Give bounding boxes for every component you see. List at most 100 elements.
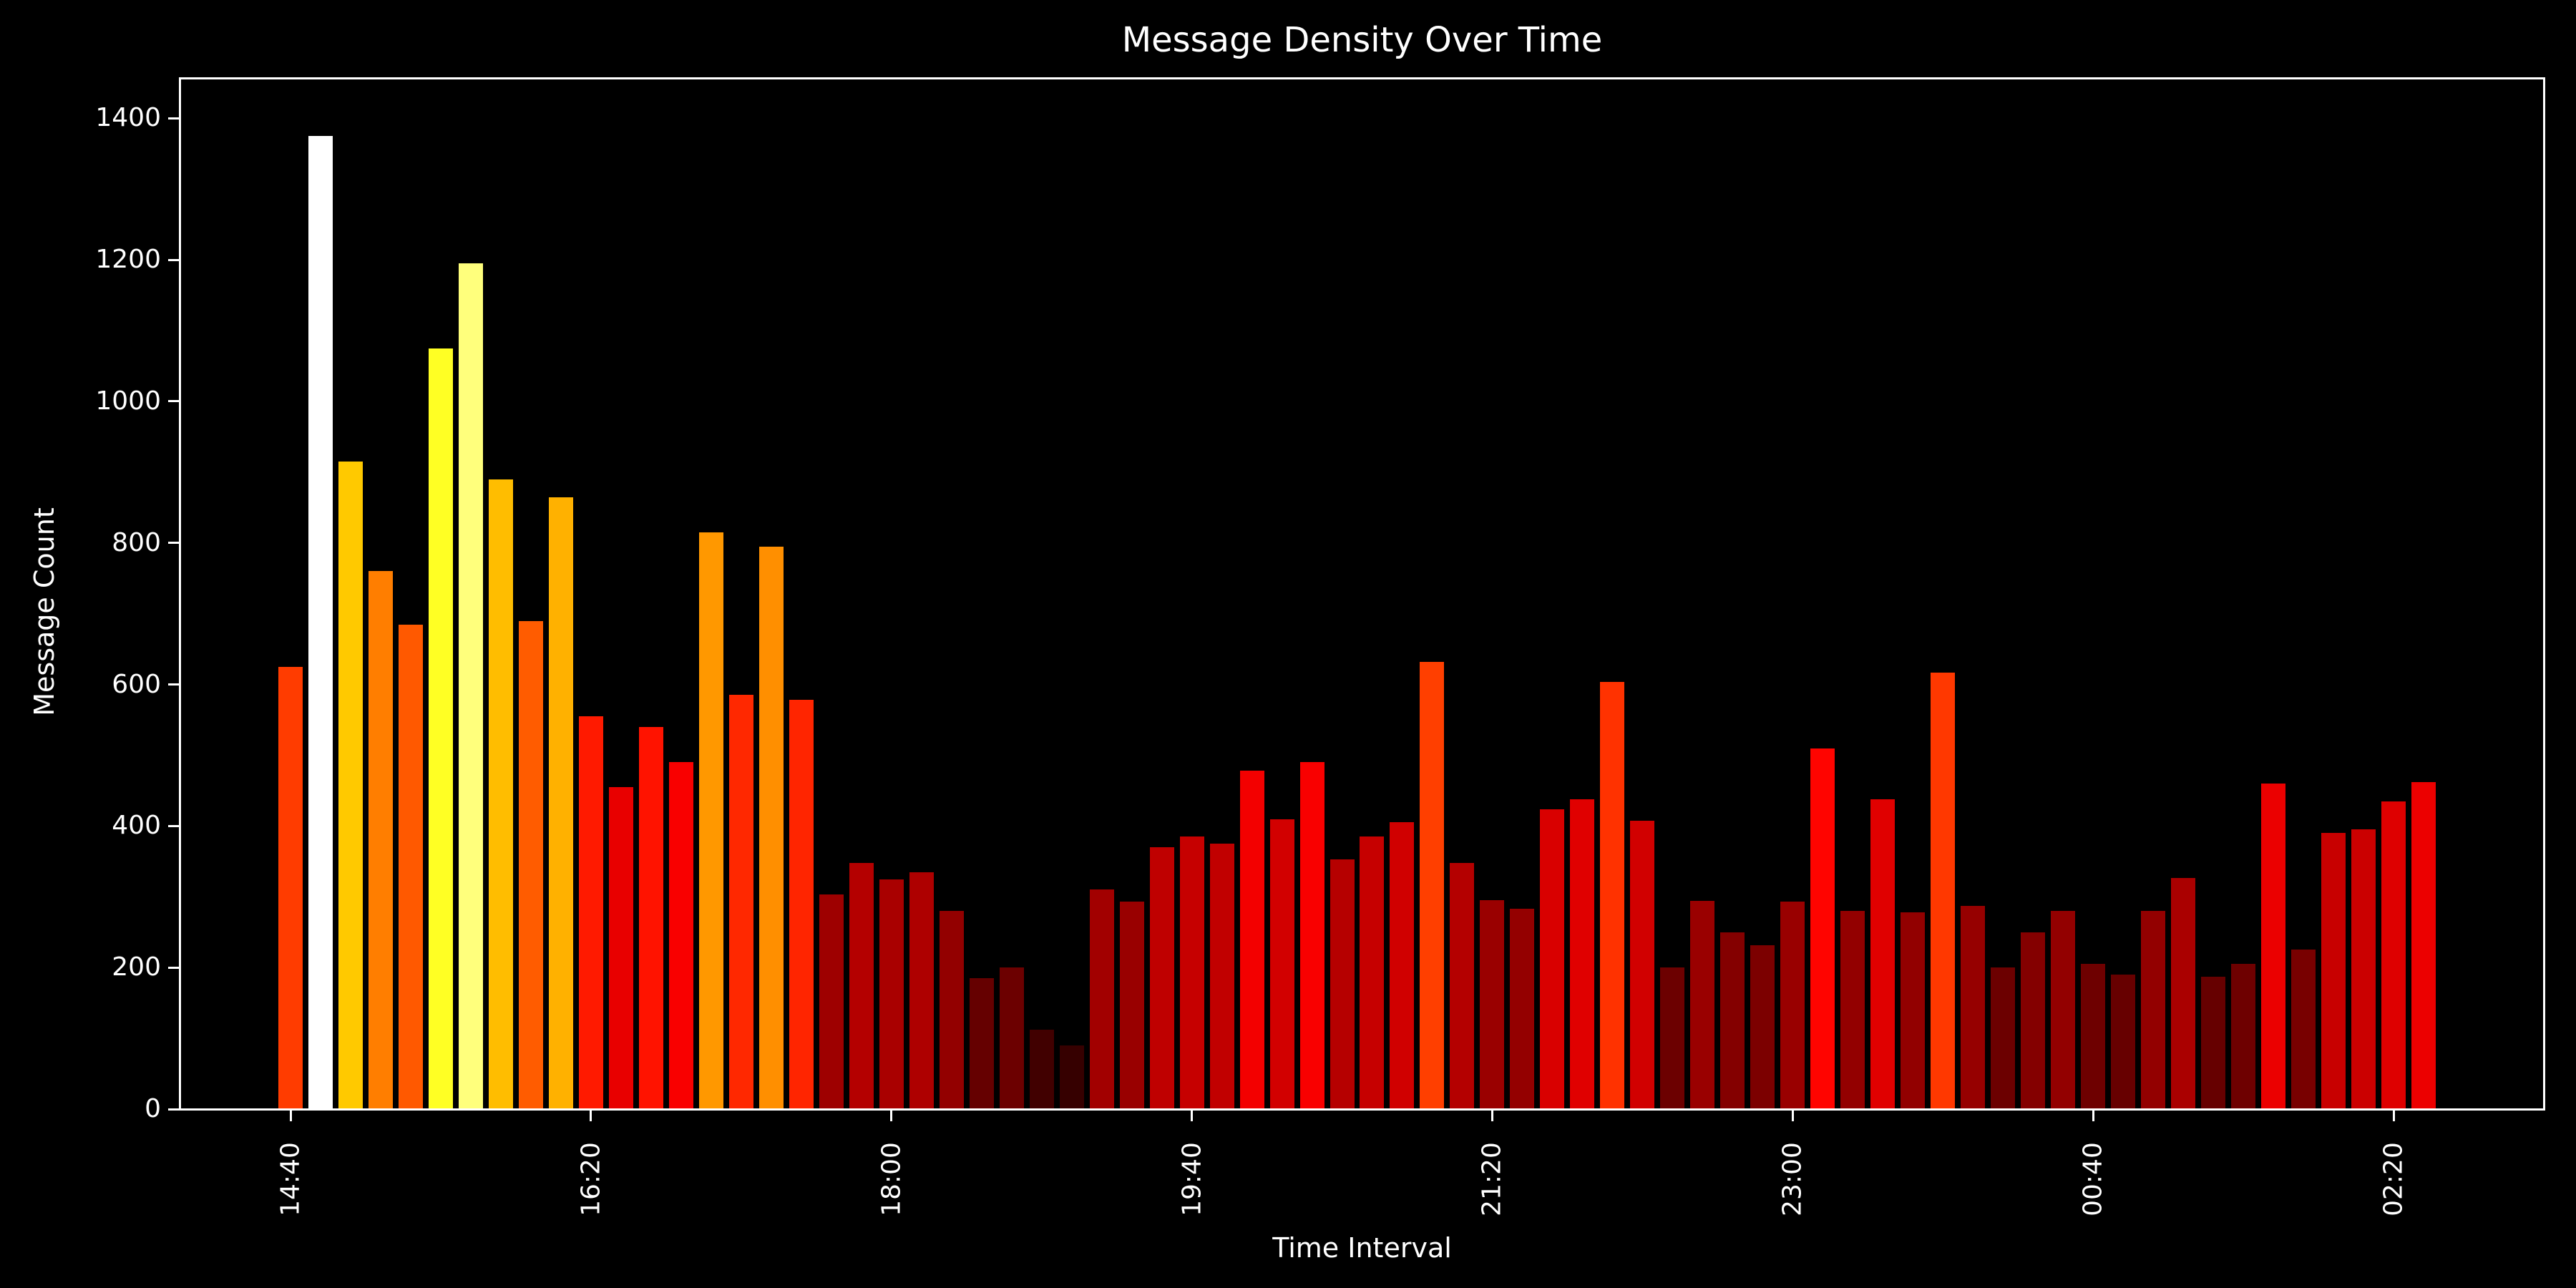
y-tick-mark-400 (168, 824, 179, 827)
bar-17:00 (698, 532, 723, 1109)
bar-00:50 (2111, 975, 2136, 1109)
x-tick-label-02:20: 02:20 (2379, 1142, 2409, 1216)
bar-19:10 (1089, 889, 1114, 1109)
bar-16:40 (638, 726, 663, 1109)
bar-01:20 (2201, 977, 2226, 1109)
x-tick-mark-00:40 (2092, 1111, 2094, 1121)
bar-00:30 (2051, 911, 2076, 1109)
y-tick-mark-600 (168, 683, 179, 686)
y-tick-mark-1000 (168, 400, 179, 403)
bar-19:30 (1149, 847, 1174, 1109)
bar-00:00 (1961, 906, 1986, 1109)
y-tick-label-1400: 1400 (95, 103, 161, 133)
x-tick-label-00:40: 00:40 (2078, 1142, 2108, 1216)
bar-19:00 (1059, 1045, 1084, 1109)
y-tick-label-400: 400 (112, 811, 161, 841)
bar-23:30 (1870, 799, 1896, 1109)
x-tick-label-18:00: 18:00 (877, 1142, 907, 1216)
bar-14:50 (308, 136, 333, 1109)
bar-20:10 (1269, 819, 1294, 1109)
x-tick-label-19:40: 19:40 (1177, 1142, 1207, 1216)
bar-21:40 (1540, 809, 1565, 1109)
bar-19:50 (1209, 844, 1234, 1109)
bar-16:10 (548, 497, 573, 1109)
bar-15:50 (488, 479, 513, 1109)
y-tick-mark-200 (168, 966, 179, 969)
bar-19:40 (1179, 836, 1204, 1109)
bar-02:10 (2351, 829, 2376, 1109)
bar-21:10 (1450, 862, 1475, 1109)
bar-17:40 (819, 894, 844, 1109)
bar-01:00 (2141, 911, 2166, 1109)
y-tick-label-0: 0 (145, 1094, 161, 1123)
bar-20:40 (1360, 836, 1385, 1109)
x-tick-mark-21:20 (1491, 1111, 1493, 1121)
bar-15:10 (368, 571, 393, 1109)
bar-01:50 (2291, 950, 2316, 1109)
bar-18:20 (939, 911, 964, 1109)
bar-21:30 (1510, 909, 1535, 1109)
bar-21:20 (1480, 900, 1505, 1109)
bar-01:30 (2231, 964, 2256, 1109)
x-tick-mark-14:40 (289, 1111, 292, 1121)
bar-22:50 (1750, 945, 1775, 1109)
bar-17:20 (758, 546, 784, 1109)
bar-20:20 (1299, 762, 1324, 1109)
bar-22:20 (1660, 967, 1685, 1109)
x-tick-mark-18:00 (890, 1111, 893, 1121)
bar-15:20 (398, 624, 423, 1109)
bar-18:00 (879, 879, 904, 1109)
bar-15:00 (338, 462, 363, 1109)
bar-02:30 (2411, 782, 2436, 1109)
bar-23:50 (1931, 672, 1956, 1109)
bar-17:30 (789, 700, 814, 1109)
x-tick-mark-19:40 (1191, 1111, 1194, 1121)
y-tick-label-1000: 1000 (95, 386, 161, 416)
bar-22:10 (1630, 821, 1655, 1109)
bar-23:40 (1901, 912, 1926, 1109)
bar-17:10 (728, 695, 753, 1109)
bar-23:20 (1840, 911, 1865, 1109)
y-tick-mark-800 (168, 542, 179, 545)
bar-16:20 (578, 716, 603, 1109)
y-tick-label-1200: 1200 (95, 245, 161, 275)
bar-23:10 (1810, 748, 1835, 1109)
bar-21:50 (1570, 799, 1595, 1109)
bar-16:50 (668, 762, 693, 1109)
bar-02:20 (2381, 801, 2406, 1109)
bar-22:40 (1720, 932, 1745, 1109)
bar-18:10 (909, 872, 934, 1109)
bar-01:40 (2261, 784, 2286, 1109)
bar-15:40 (458, 263, 483, 1109)
x-tick-mark-02:20 (2392, 1111, 2395, 1121)
bar-22:30 (1690, 901, 1715, 1109)
x-tick-label-21:20: 21:20 (1477, 1142, 1507, 1216)
x-axis-label: Time Interval (1272, 1232, 1452, 1264)
y-tick-mark-0 (168, 1108, 179, 1111)
bar-17:50 (849, 862, 874, 1109)
bar-23:00 (1780, 902, 1805, 1109)
x-tick-mark-23:00 (1791, 1111, 1794, 1121)
y-tick-label-600: 600 (112, 669, 161, 699)
bar-22:00 (1600, 681, 1625, 1109)
bar-21:00 (1420, 661, 1445, 1109)
x-tick-label-16:20: 16:20 (576, 1142, 606, 1216)
x-tick-label-14:40: 14:40 (275, 1142, 306, 1216)
bar-02:00 (2321, 833, 2346, 1109)
y-tick-mark-1200 (168, 258, 179, 261)
bar-18:40 (999, 967, 1024, 1109)
x-tick-mark-16:20 (590, 1111, 592, 1121)
y-tick-label-800: 800 (112, 527, 161, 557)
bar-18:50 (1029, 1030, 1054, 1109)
bar-00:10 (1991, 967, 2016, 1109)
x-tick-label-23:00: 23:00 (1777, 1142, 1807, 1216)
bar-19:20 (1119, 902, 1144, 1109)
bar-14:40 (278, 666, 303, 1109)
bar-01:10 (2171, 877, 2196, 1109)
bar-16:30 (608, 787, 633, 1109)
bar-20:30 (1330, 859, 1355, 1109)
bar-20:50 (1390, 822, 1415, 1109)
bar-16:00 (518, 620, 543, 1109)
bar-18:30 (969, 978, 994, 1109)
